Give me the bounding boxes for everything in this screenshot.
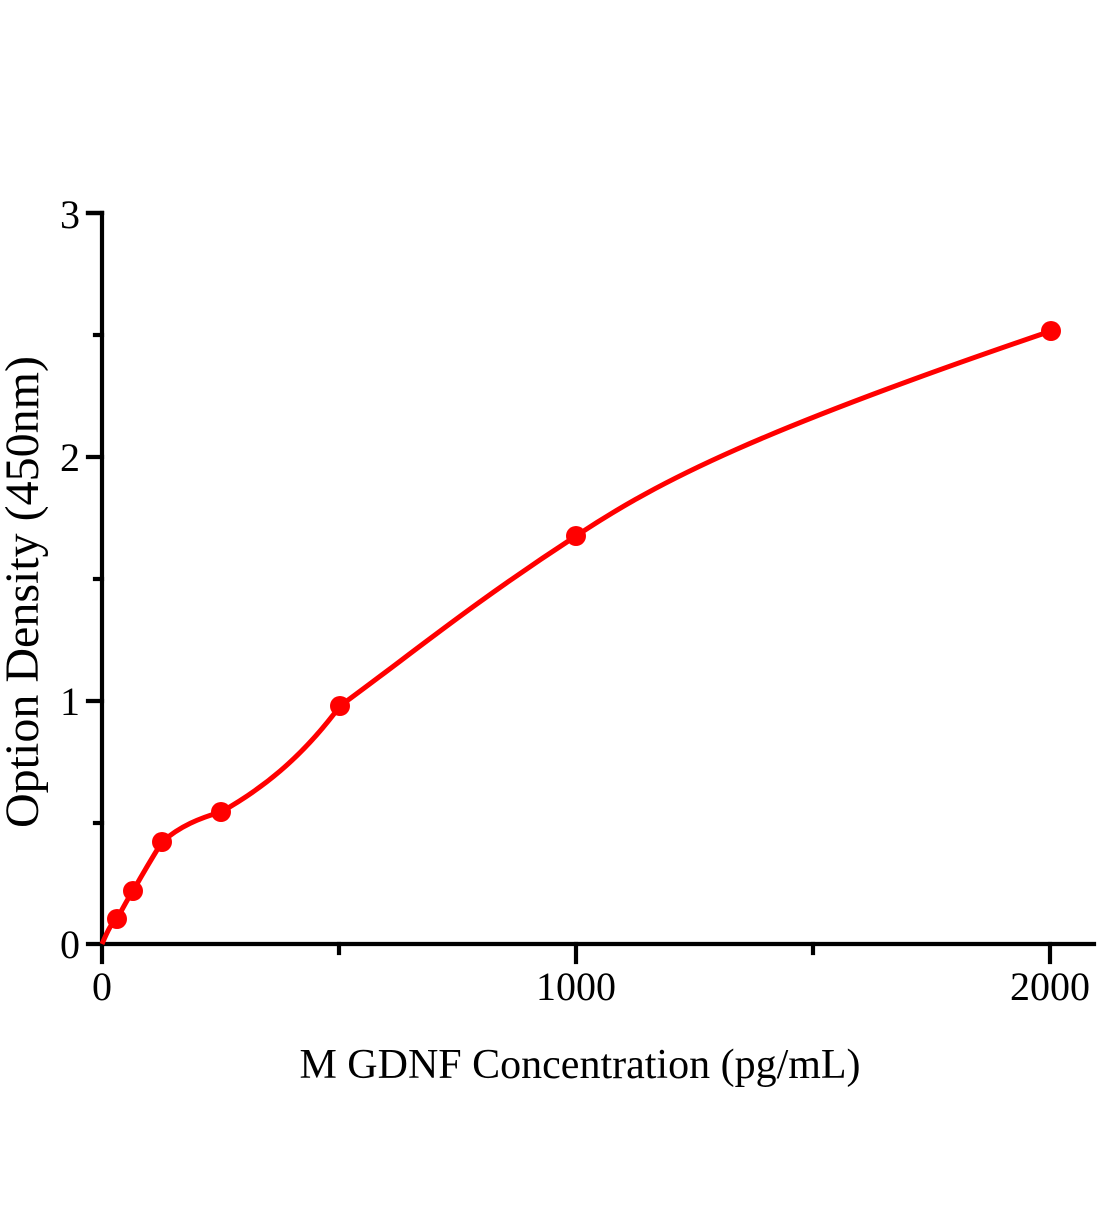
svg-text:0: 0 — [92, 964, 112, 1009]
svg-text:1: 1 — [60, 679, 80, 724]
svg-text:3: 3 — [60, 192, 80, 237]
svg-text:M GDNF Concentration (pg/mL): M GDNF Concentration (pg/mL) — [299, 1042, 860, 1088]
svg-text:Option Density (450nm): Option Density (450nm) — [0, 356, 49, 828]
svg-text:1000: 1000 — [536, 964, 616, 1009]
svg-text:2: 2 — [60, 435, 80, 480]
svg-text:0: 0 — [60, 922, 80, 967]
svg-text:2000: 2000 — [1010, 964, 1090, 1009]
